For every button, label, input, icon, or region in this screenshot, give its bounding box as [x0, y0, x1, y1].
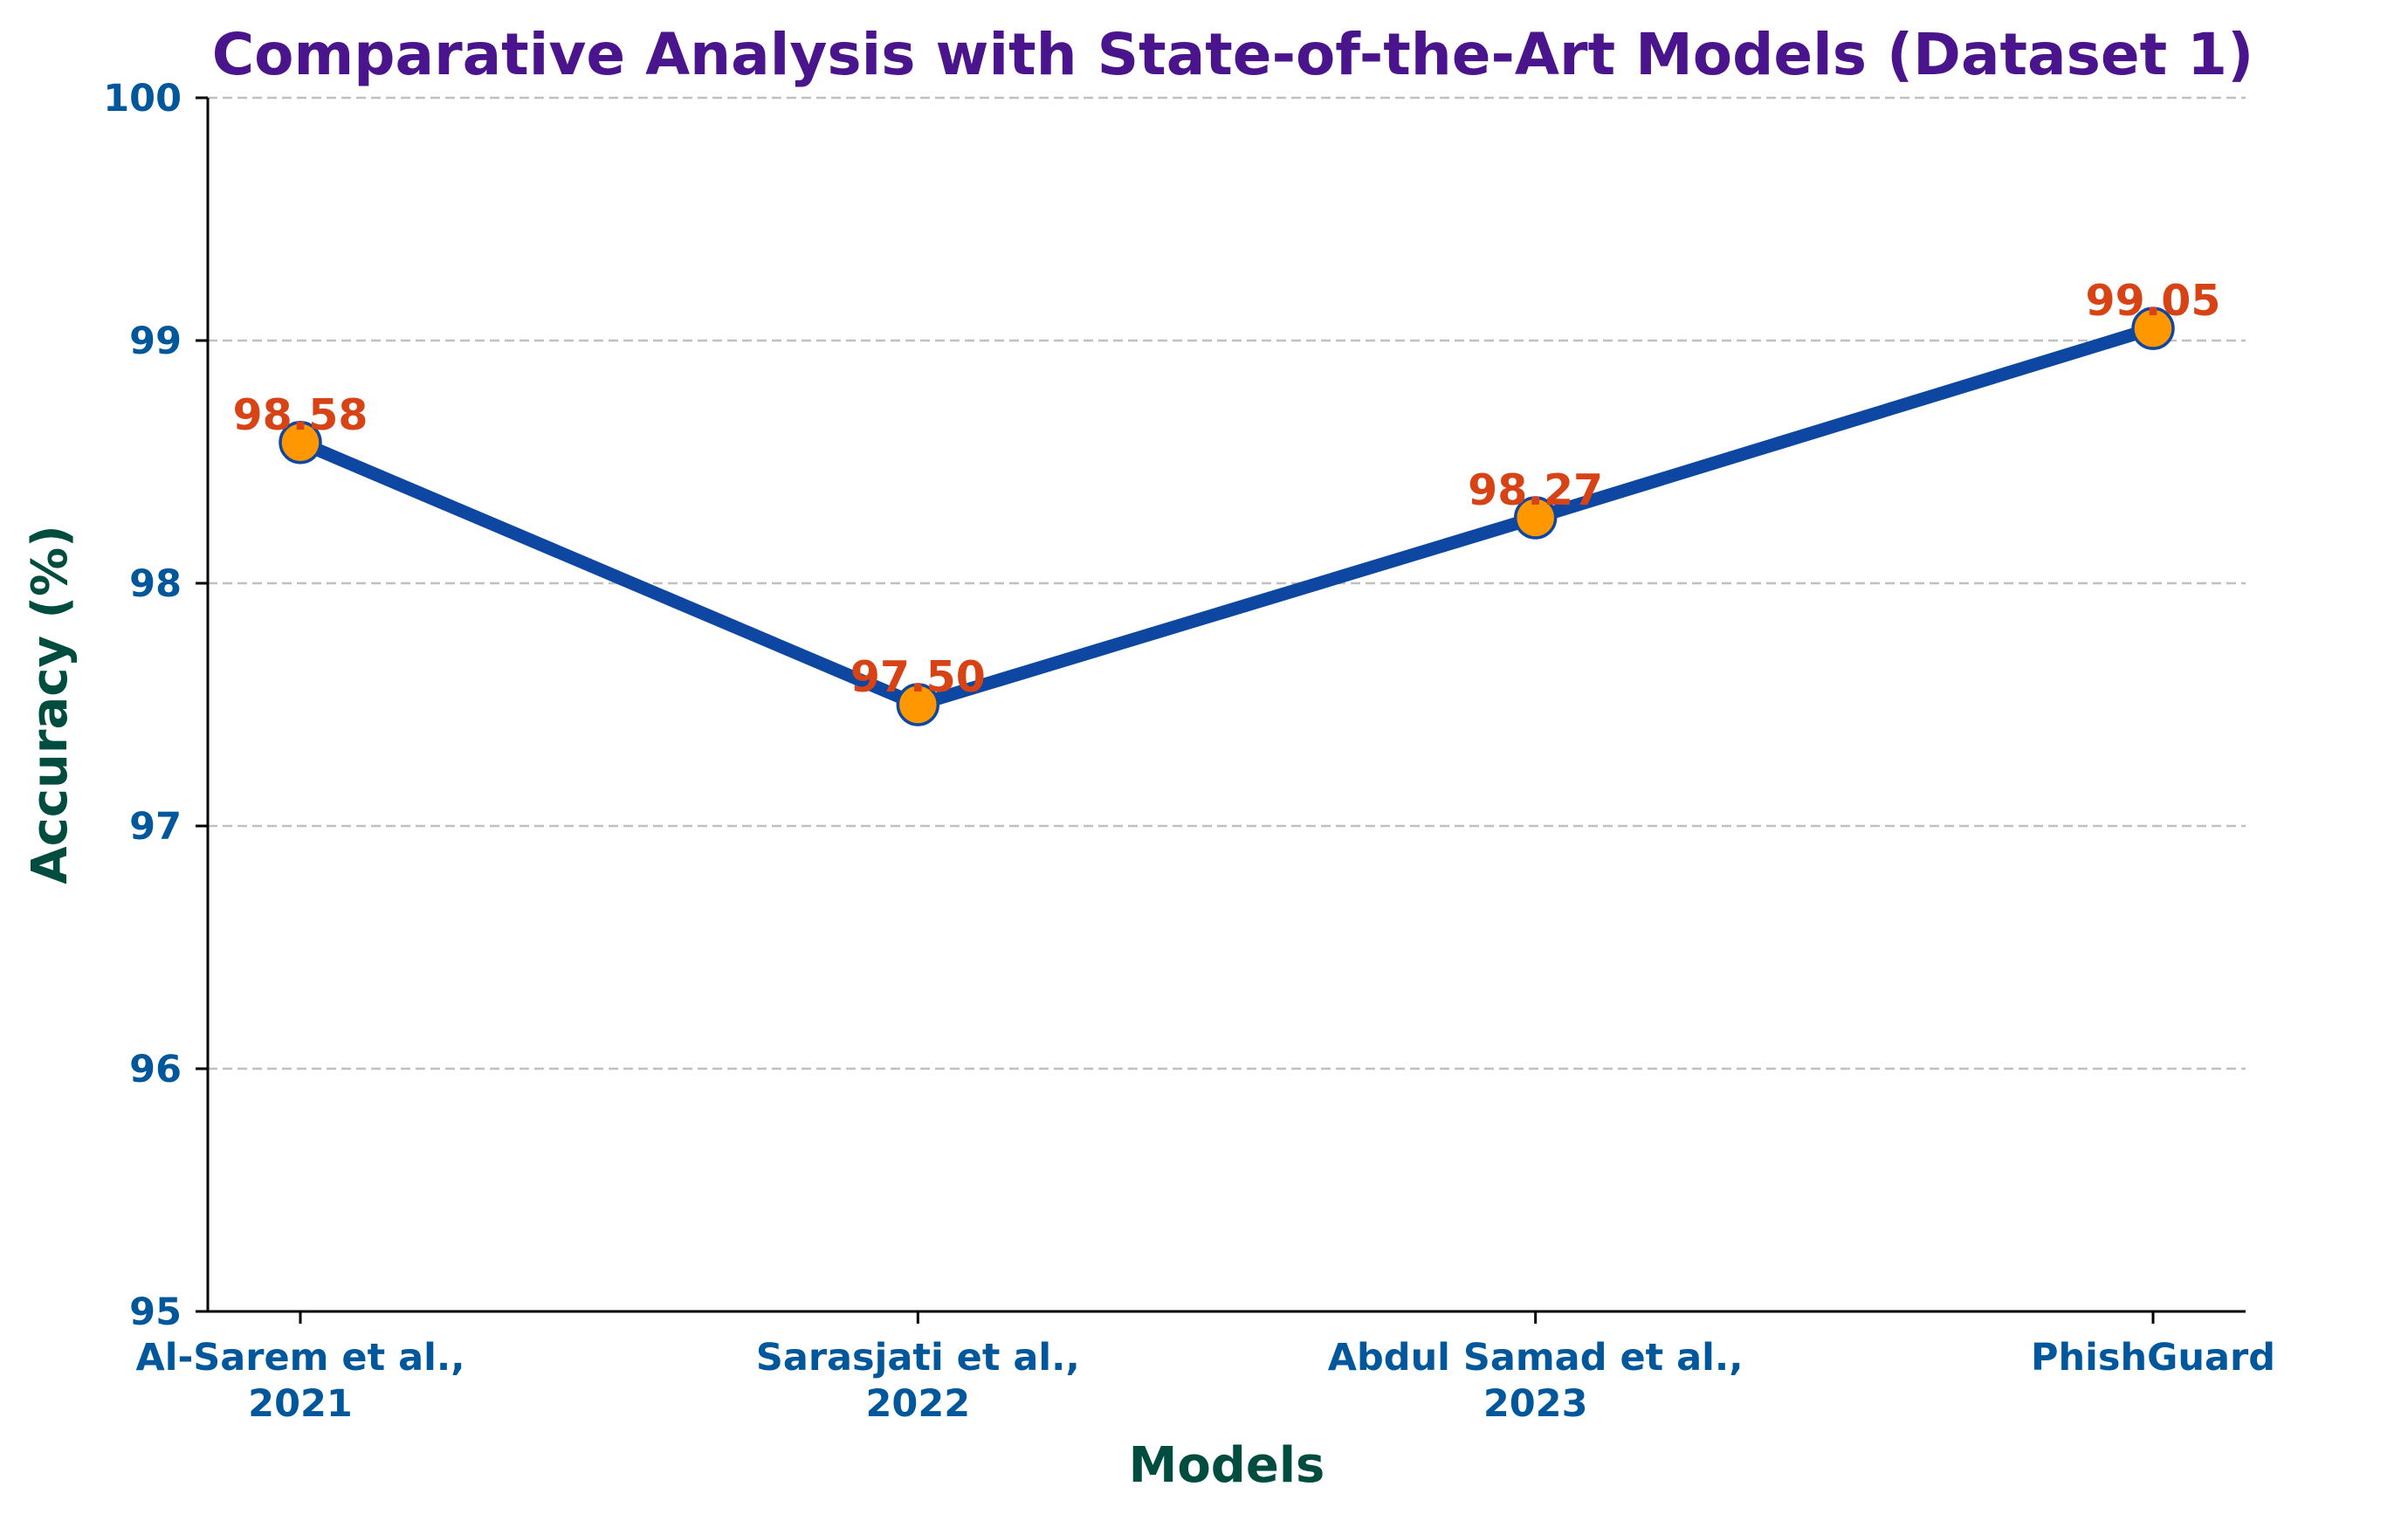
data-points: [279, 306, 2175, 726]
data-point: [279, 421, 322, 465]
x-tick-label: Al-Sarem et al., 2021: [135, 1336, 464, 1426]
y-tick-label: 100: [103, 77, 182, 120]
x-tick-label: PhishGuard: [2031, 1336, 2275, 1380]
y-tick-label: 95: [129, 1290, 182, 1334]
data-labels: 98.58 97.50 98.27 99.05: [233, 276, 2221, 702]
y-tick-label: 96: [129, 1048, 182, 1091]
series-line: [298, 321, 2156, 712]
data-point: [896, 683, 940, 726]
grid-lines: [208, 96, 2246, 1070]
chart-title: Comparative Analysis with State-of-the-A…: [212, 21, 2254, 88]
y-axis-label: Accuracy (%): [22, 525, 79, 884]
y-tick-label: 98: [129, 562, 182, 606]
data-label: 97.50: [850, 652, 986, 702]
data-label: 98.27: [1468, 465, 1603, 515]
data-label: 99.05: [2086, 276, 2221, 326]
data-point: [2131, 306, 2175, 350]
x-ticks: Al-Sarem et al., 2021 Sarasjati et al., 202…: [135, 1311, 2275, 1426]
y-tick-label: 97: [129, 805, 182, 849]
data-point: [1513, 496, 1558, 540]
x-tick-label: Sarasjati et al., 2022: [756, 1336, 1080, 1426]
x-axis-label: Models: [1129, 1437, 1325, 1494]
data-label: 98.58: [233, 390, 368, 440]
y-tick-label: 99: [129, 320, 182, 363]
x-tick-label: Abdul Samad et al., 2023: [1328, 1336, 1744, 1426]
y-ticks: 95 96 97 98 99 100: [103, 77, 208, 1334]
